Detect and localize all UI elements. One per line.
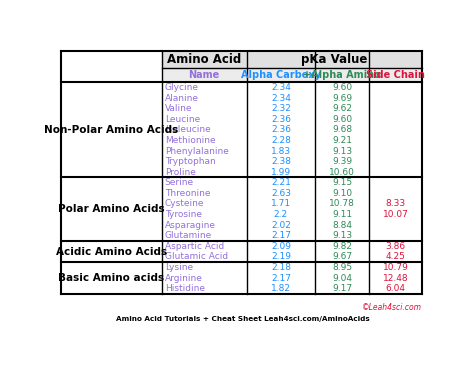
Text: Glycine: Glycine	[164, 83, 199, 92]
Text: Amino Acid: Amino Acid	[167, 54, 241, 66]
Text: 2.34: 2.34	[271, 83, 291, 92]
Text: 2.18: 2.18	[271, 263, 291, 272]
Text: 10.60: 10.60	[329, 168, 355, 177]
Text: 10.07: 10.07	[383, 210, 409, 219]
Text: 9.10: 9.10	[332, 189, 352, 198]
Text: 9.60: 9.60	[332, 83, 352, 92]
Text: Methionine: Methionine	[164, 136, 215, 145]
Text: 2.32: 2.32	[271, 104, 291, 113]
Text: 9.17: 9.17	[332, 284, 352, 293]
Text: 4.25: 4.25	[386, 252, 406, 261]
Text: Serine: Serine	[164, 178, 194, 187]
Text: 8.95: 8.95	[332, 263, 352, 272]
Text: 2.36: 2.36	[271, 125, 291, 134]
Text: Histidine: Histidine	[164, 284, 205, 293]
Text: 9.13: 9.13	[332, 231, 352, 240]
Text: 1.82: 1.82	[271, 284, 291, 293]
Text: Alanine: Alanine	[164, 93, 199, 103]
Text: 9.15: 9.15	[332, 178, 352, 187]
Text: 9.67: 9.67	[332, 252, 352, 261]
Text: Phenylalanine: Phenylalanine	[164, 147, 228, 156]
Text: 2.2: 2.2	[274, 210, 288, 219]
Text: 12.48: 12.48	[383, 274, 409, 283]
Text: Asparagine: Asparagine	[164, 221, 216, 230]
Text: Tryptophan: Tryptophan	[164, 157, 215, 166]
Text: +Alpha Amino: +Alpha Amino	[303, 70, 381, 80]
Text: 8.33: 8.33	[385, 199, 406, 208]
Text: 9.62: 9.62	[332, 104, 352, 113]
Text: 2.21: 2.21	[271, 178, 291, 187]
Text: Acidic Amino Acids: Acidic Amino Acids	[55, 247, 167, 257]
Text: 9.13: 9.13	[332, 147, 352, 156]
Text: Glutamic Acid: Glutamic Acid	[164, 252, 228, 261]
Text: ©Leah4sci.com: ©Leah4sci.com	[362, 302, 422, 311]
Text: Proline: Proline	[164, 168, 195, 177]
Text: Glutamine: Glutamine	[164, 231, 212, 240]
Text: Name: Name	[189, 70, 220, 80]
Text: Amino Acid Tutorials + Cheat Sheet Leah4sci.com/AminoAcids: Amino Acid Tutorials + Cheat Sheet Leah4…	[116, 316, 370, 322]
Text: Side Chain: Side Chain	[366, 70, 425, 80]
Text: 2.02: 2.02	[271, 221, 291, 230]
Text: Tyrosine: Tyrosine	[164, 210, 201, 219]
Text: Non-Polar Amino Acids: Non-Polar Amino Acids	[44, 125, 178, 135]
Text: pKa Value: pKa Value	[301, 54, 367, 66]
Text: 2.34: 2.34	[271, 93, 291, 103]
Text: 2.09: 2.09	[271, 242, 291, 251]
Text: 9.21: 9.21	[332, 136, 352, 145]
Text: Aspartic Acid: Aspartic Acid	[164, 242, 224, 251]
Text: 2.17: 2.17	[271, 231, 291, 240]
Text: Arginine: Arginine	[164, 274, 202, 283]
Text: 6.04: 6.04	[386, 284, 406, 293]
Text: Basic Amino acids: Basic Amino acids	[58, 273, 164, 283]
Text: 3.86: 3.86	[385, 242, 406, 251]
Text: 9.11: 9.11	[332, 210, 352, 219]
Text: 2.17: 2.17	[271, 274, 291, 283]
Text: Threonine: Threonine	[164, 189, 210, 198]
Text: 9.82: 9.82	[332, 242, 352, 251]
Text: 2.38: 2.38	[271, 157, 291, 166]
Text: Leucine: Leucine	[164, 115, 200, 124]
Text: Polar Amino Acids: Polar Amino Acids	[58, 204, 164, 214]
Text: 2.36: 2.36	[271, 115, 291, 124]
Text: Valine: Valine	[164, 104, 192, 113]
Text: 8.84: 8.84	[332, 221, 352, 230]
Text: 10.79: 10.79	[383, 263, 409, 272]
Text: 9.39: 9.39	[332, 157, 352, 166]
Text: 9.04: 9.04	[332, 274, 352, 283]
Text: 10.78: 10.78	[329, 199, 355, 208]
Text: 1.99: 1.99	[271, 168, 291, 177]
Text: 1.83: 1.83	[271, 147, 291, 156]
Text: 9.69: 9.69	[332, 93, 352, 103]
Text: Lysine: Lysine	[164, 263, 193, 272]
Text: 2.28: 2.28	[271, 136, 291, 145]
Text: Cysteine: Cysteine	[164, 199, 204, 208]
Bar	[162, 68, 422, 82]
Text: 2.63: 2.63	[271, 189, 291, 198]
Text: 9.60: 9.60	[332, 115, 352, 124]
Text: 2.19: 2.19	[271, 252, 291, 261]
Bar	[162, 51, 422, 68]
Text: 9.68: 9.68	[332, 125, 352, 134]
Text: Alpha Carboxy: Alpha Carboxy	[241, 70, 321, 80]
Text: 1.71: 1.71	[271, 199, 291, 208]
Text: Isoleucine: Isoleucine	[164, 125, 210, 134]
